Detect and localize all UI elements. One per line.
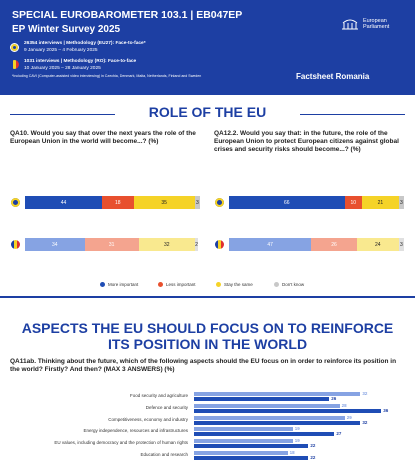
segment: 47 <box>229 238 312 251</box>
rule <box>300 114 405 115</box>
legend-swatch <box>274 282 279 287</box>
segment: 2 <box>194 238 199 251</box>
segment: 32 <box>138 238 195 251</box>
value-label: 28 <box>341 402 347 408</box>
legend-label: Don't know <box>282 282 305 287</box>
ro-method: 1031 interviews | Methodology (RO): Face… <box>24 59 137 64</box>
segment: 3 <box>398 196 404 209</box>
value-label: 32 <box>362 419 368 425</box>
stacked-bar: 34 31 32 2 <box>25 238 200 251</box>
segment: 44 <box>25 196 102 209</box>
stacked-bar: 44 18 35 3 <box>25 196 200 209</box>
item-label: Energy independence, resources and infra… <box>83 428 188 434</box>
bar <box>194 451 288 455</box>
ro-flag <box>10 60 19 69</box>
bar <box>194 403 340 408</box>
segment: 35 <box>133 196 195 209</box>
footnote: *Including CAVI (Computer-assisted video… <box>12 74 202 78</box>
item-label: Food security and agriculture <box>129 393 188 398</box>
value-label: 19 <box>294 438 300 444</box>
ro-flag <box>215 240 224 249</box>
question: QA11ab. Thinking about the future, which… <box>10 358 397 373</box>
legend-swatch <box>216 282 221 287</box>
value-label: 29 <box>346 414 352 420</box>
bar <box>194 415 345 420</box>
segment: 31 <box>84 238 139 251</box>
bar <box>194 432 335 437</box>
bar <box>194 392 361 396</box>
value-label: 32 <box>362 391 368 396</box>
segment: 18 <box>102 196 134 209</box>
title: SPECIAL EUROBAROMETER 103.1 | EB047EP <box>12 9 243 21</box>
segment: 34 <box>25 238 85 251</box>
eu-method: 26354 interviews | Methodology (EU27): F… <box>24 41 146 46</box>
bar <box>194 420 361 425</box>
item-label: Education and research <box>140 452 188 457</box>
item-label: Competitiveness, economy and industry <box>108 416 188 422</box>
question: QA10. Would you say that over the next y… <box>10 130 196 145</box>
value-label: 18 <box>289 450 295 455</box>
eu-flag <box>11 198 20 207</box>
segment: 66 <box>229 196 345 209</box>
rule <box>10 114 115 115</box>
eu-flag <box>215 198 224 207</box>
value-label: 27 <box>336 431 342 437</box>
value-label: 26 <box>331 396 337 401</box>
legend-swatch <box>158 282 163 287</box>
bar <box>194 427 293 432</box>
section-title: ASPECTS THE EU SHOULD FOCUS ON TO REINFO… <box>21 320 394 352</box>
ro-dates: 10 January 2025 – 28 January 2025 <box>24 66 101 71</box>
subtitle: EP Winter Survey 2025 <box>12 24 121 35</box>
logo-text: European Parliament <box>363 18 390 30</box>
eu-dates: 9 January 2025 – 4 February 2025 <box>24 48 98 53</box>
section-title: ROLE OF THE EU <box>148 104 267 120</box>
segment: 26 <box>311 238 357 251</box>
legend-label: Less important <box>166 282 196 287</box>
segment: 3 <box>194 196 200 209</box>
bar <box>194 456 309 460</box>
legend-label: Stay the same <box>224 282 253 287</box>
segment: 21 <box>362 196 399 209</box>
legend-label: More important <box>108 282 139 287</box>
eu-flag <box>10 43 19 52</box>
logo-icon <box>342 19 358 30</box>
bar <box>194 397 330 401</box>
stacked-bar: 47 26 24 3 <box>229 238 404 251</box>
question: QA12.2. Would you say that: in the futur… <box>214 130 399 153</box>
legend-swatch <box>100 282 105 287</box>
item-label: EU values, including democracy and the p… <box>54 440 188 446</box>
stacked-bar: 66 10 21 3 <box>229 196 404 209</box>
segment: 24 <box>356 238 399 251</box>
ro-flag <box>11 240 20 249</box>
header: SPECIAL EUROBAROMETER 103.1 | EB047EP EP… <box>0 0 415 95</box>
factsheet: Factsheet Romania <box>296 72 370 81</box>
divider <box>0 296 415 298</box>
item-label: Defence and security <box>145 404 188 410</box>
bar <box>194 439 293 444</box>
bar <box>194 408 382 413</box>
segment: 10 <box>344 196 362 209</box>
value-label: 36 <box>383 407 389 413</box>
value-label: 22 <box>310 443 316 449</box>
segment: 3 <box>398 238 404 251</box>
value-label: 22 <box>310 455 316 460</box>
value-label: 19 <box>294 426 300 432</box>
bar <box>194 444 309 449</box>
